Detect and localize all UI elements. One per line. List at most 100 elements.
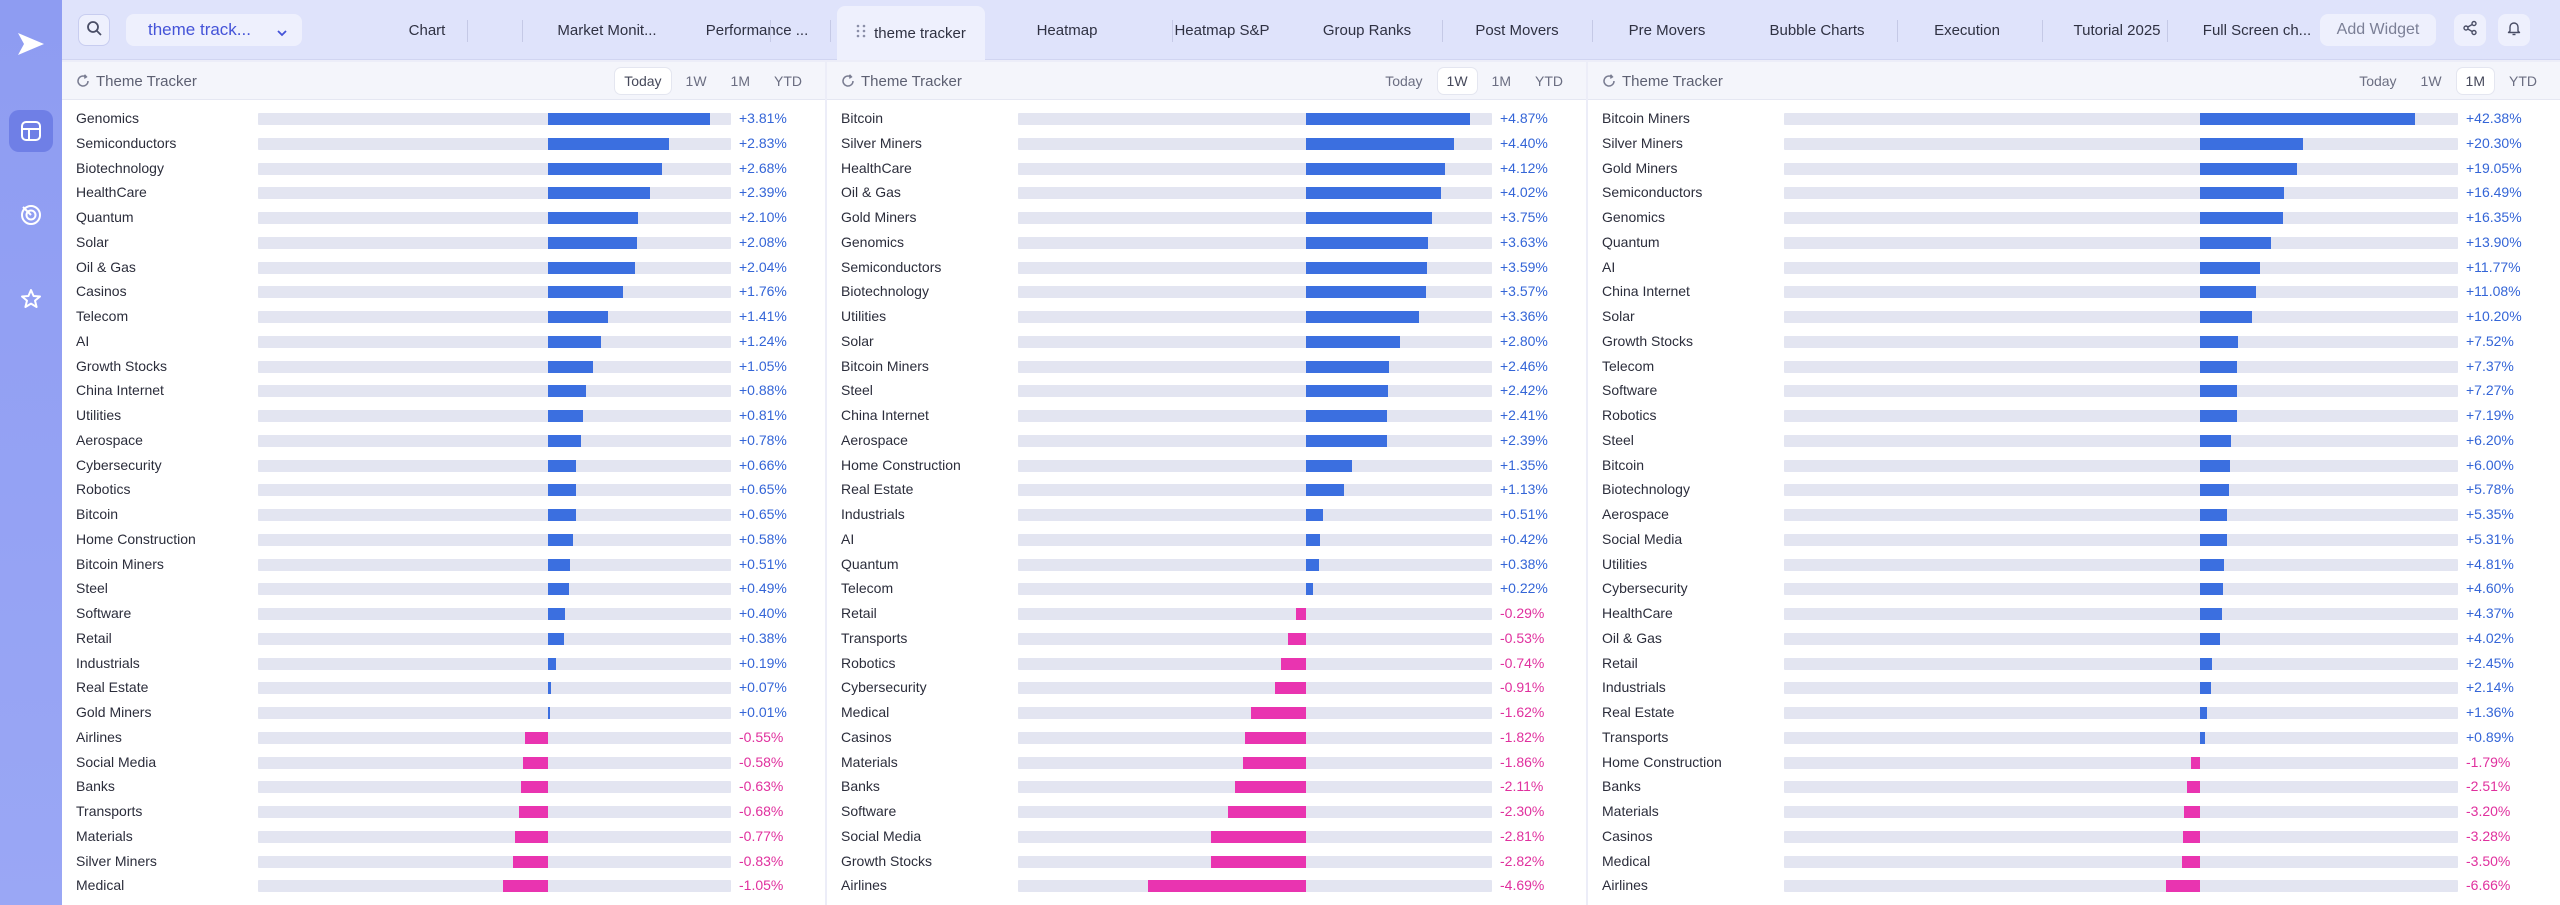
- theme-row[interactable]: Utilities +0.81%: [62, 402, 825, 427]
- theme-row[interactable]: Growth Stocks +7.52%: [1588, 328, 2560, 353]
- theme-row[interactable]: Transports +0.89%: [1588, 724, 2560, 749]
- theme-row[interactable]: Bitcoin +4.87%: [827, 105, 1586, 130]
- theme-row[interactable]: Robotics +7.19%: [1588, 402, 2560, 427]
- notifications-button[interactable]: [2498, 14, 2530, 46]
- workspace-select[interactable]: theme track...: [126, 14, 302, 46]
- tab-tutorial-2025[interactable]: Tutorial 2025: [2042, 6, 2192, 54]
- theme-row[interactable]: Telecom +1.41%: [62, 303, 825, 328]
- theme-row[interactable]: Steel +2.42%: [827, 377, 1586, 402]
- theme-row[interactable]: Industrials +2.14%: [1588, 674, 2560, 699]
- theme-row[interactable]: Materials -3.20%: [1588, 798, 2560, 823]
- theme-row[interactable]: Retail +0.38%: [62, 625, 825, 650]
- star-icon[interactable]: [9, 278, 53, 320]
- theme-row[interactable]: Gold Miners +0.01%: [62, 699, 825, 724]
- theme-row[interactable]: Transports -0.68%: [62, 798, 825, 823]
- theme-row[interactable]: Bitcoin Miners +2.46%: [827, 353, 1586, 378]
- tab-chart[interactable]: Chart: [367, 6, 487, 54]
- tab-heatmap[interactable]: Heatmap: [1007, 6, 1127, 54]
- theme-row[interactable]: Social Media -0.58%: [62, 749, 825, 774]
- theme-row[interactable]: Cybersecurity +4.60%: [1588, 575, 2560, 600]
- period-1m-button[interactable]: 1M: [730, 73, 750, 89]
- period-ytd-button[interactable]: YTD: [774, 73, 802, 89]
- theme-row[interactable]: Genomics +16.35%: [1588, 204, 2560, 229]
- theme-row[interactable]: Real Estate +1.13%: [827, 476, 1586, 501]
- theme-row[interactable]: AI +11.77%: [1588, 254, 2560, 279]
- tab-heatmap-s-p[interactable]: Heatmap S&P: [1157, 6, 1287, 54]
- refresh-icon[interactable]: [841, 74, 855, 93]
- theme-row[interactable]: Robotics +0.65%: [62, 476, 825, 501]
- theme-row[interactable]: Biotechnology +5.78%: [1588, 476, 2560, 501]
- tab-performance[interactable]: Performance ...: [682, 6, 832, 54]
- theme-row[interactable]: Banks -2.11%: [827, 773, 1586, 798]
- period-1w-button[interactable]: 1W: [1437, 68, 1477, 94]
- theme-row[interactable]: Home Construction +0.58%: [62, 526, 825, 551]
- tab-execution[interactable]: Execution: [1892, 6, 2042, 54]
- theme-row[interactable]: Silver Miners +20.30%: [1588, 130, 2560, 155]
- theme-row[interactable]: Gold Miners +3.75%: [827, 204, 1586, 229]
- theme-row[interactable]: Aerospace +2.39%: [827, 427, 1586, 452]
- theme-row[interactable]: Cybersecurity +0.66%: [62, 452, 825, 477]
- theme-row[interactable]: Oil & Gas +2.04%: [62, 254, 825, 279]
- theme-row[interactable]: Steel +6.20%: [1588, 427, 2560, 452]
- theme-row[interactable]: AI +1.24%: [62, 328, 825, 353]
- theme-row[interactable]: Medical -1.05%: [62, 872, 825, 897]
- share-button[interactable]: [2454, 14, 2486, 46]
- theme-row[interactable]: Social Media +5.31%: [1588, 526, 2560, 551]
- theme-row[interactable]: Robotics -0.74%: [827, 650, 1586, 675]
- theme-row[interactable]: Solar +2.80%: [827, 328, 1586, 353]
- theme-row[interactable]: Home Construction -1.79%: [1588, 749, 2560, 774]
- logo-icon[interactable]: [16, 30, 46, 63]
- theme-row[interactable]: Social Media -2.81%: [827, 823, 1586, 848]
- theme-row[interactable]: Airlines -4.69%: [827, 872, 1586, 897]
- theme-row[interactable]: Banks -2.51%: [1588, 773, 2560, 798]
- theme-row[interactable]: China Internet +0.88%: [62, 377, 825, 402]
- theme-row[interactable]: China Internet +2.41%: [827, 402, 1586, 427]
- theme-row[interactable]: Quantum +13.90%: [1588, 229, 2560, 254]
- theme-row[interactable]: Cybersecurity -0.91%: [827, 674, 1586, 699]
- theme-row[interactable]: Materials -0.77%: [62, 823, 825, 848]
- theme-row[interactable]: HealthCare +2.39%: [62, 179, 825, 204]
- theme-row[interactable]: Steel +0.49%: [62, 575, 825, 600]
- period-today-button[interactable]: Today: [1385, 73, 1423, 89]
- tab-post-movers[interactable]: Post Movers: [1442, 6, 1592, 54]
- tab-group-ranks[interactable]: Group Ranks: [1292, 6, 1442, 54]
- theme-row[interactable]: Genomics +3.63%: [827, 229, 1586, 254]
- theme-row[interactable]: Solar +10.20%: [1588, 303, 2560, 328]
- theme-row[interactable]: Retail -0.29%: [827, 600, 1586, 625]
- theme-row[interactable]: Genomics +3.81%: [62, 105, 825, 130]
- theme-row[interactable]: Biotechnology +3.57%: [827, 278, 1586, 303]
- theme-row[interactable]: China Internet +11.08%: [1588, 278, 2560, 303]
- theme-row[interactable]: HealthCare +4.12%: [827, 155, 1586, 180]
- theme-row[interactable]: Oil & Gas +4.02%: [827, 179, 1586, 204]
- theme-row[interactable]: Silver Miners -0.83%: [62, 848, 825, 873]
- theme-row[interactable]: Materials -1.86%: [827, 749, 1586, 774]
- theme-row[interactable]: Growth Stocks +1.05%: [62, 353, 825, 378]
- theme-row[interactable]: Transports -0.53%: [827, 625, 1586, 650]
- theme-row[interactable]: Quantum +2.10%: [62, 204, 825, 229]
- theme-row[interactable]: Bitcoin +6.00%: [1588, 452, 2560, 477]
- theme-row[interactable]: Airlines -0.55%: [62, 724, 825, 749]
- theme-row[interactable]: Software +0.40%: [62, 600, 825, 625]
- dashboard-icon[interactable]: [9, 110, 53, 152]
- tab-market-monit[interactable]: Market Monit...: [527, 6, 687, 54]
- theme-row[interactable]: Casinos -1.82%: [827, 724, 1586, 749]
- theme-row[interactable]: Aerospace +0.78%: [62, 427, 825, 452]
- add-widget-button[interactable]: Add Widget: [2320, 14, 2436, 46]
- theme-row[interactable]: Home Construction +1.35%: [827, 452, 1586, 477]
- theme-row[interactable]: Real Estate +0.07%: [62, 674, 825, 699]
- tab-bubble-charts[interactable]: Bubble Charts: [1742, 6, 1892, 54]
- theme-row[interactable]: AI +0.42%: [827, 526, 1586, 551]
- theme-row[interactable]: Industrials +0.51%: [827, 501, 1586, 526]
- theme-row[interactable]: Utilities +3.36%: [827, 303, 1586, 328]
- theme-row[interactable]: Semiconductors +3.59%: [827, 254, 1586, 279]
- period-1m-button[interactable]: 1M: [1491, 73, 1511, 89]
- tab-full-screen-ch[interactable]: Full Screen ch...: [2192, 6, 2322, 54]
- theme-row[interactable]: Oil & Gas +4.02%: [1588, 625, 2560, 650]
- tab-theme-tracker[interactable]: theme tracker: [837, 6, 985, 60]
- theme-row[interactable]: Gold Miners +19.05%: [1588, 155, 2560, 180]
- refresh-icon[interactable]: [76, 74, 90, 93]
- theme-row[interactable]: Casinos -3.28%: [1588, 823, 2560, 848]
- theme-row[interactable]: Solar +2.08%: [62, 229, 825, 254]
- theme-row[interactable]: Industrials +0.19%: [62, 650, 825, 675]
- theme-row[interactable]: Casinos +1.76%: [62, 278, 825, 303]
